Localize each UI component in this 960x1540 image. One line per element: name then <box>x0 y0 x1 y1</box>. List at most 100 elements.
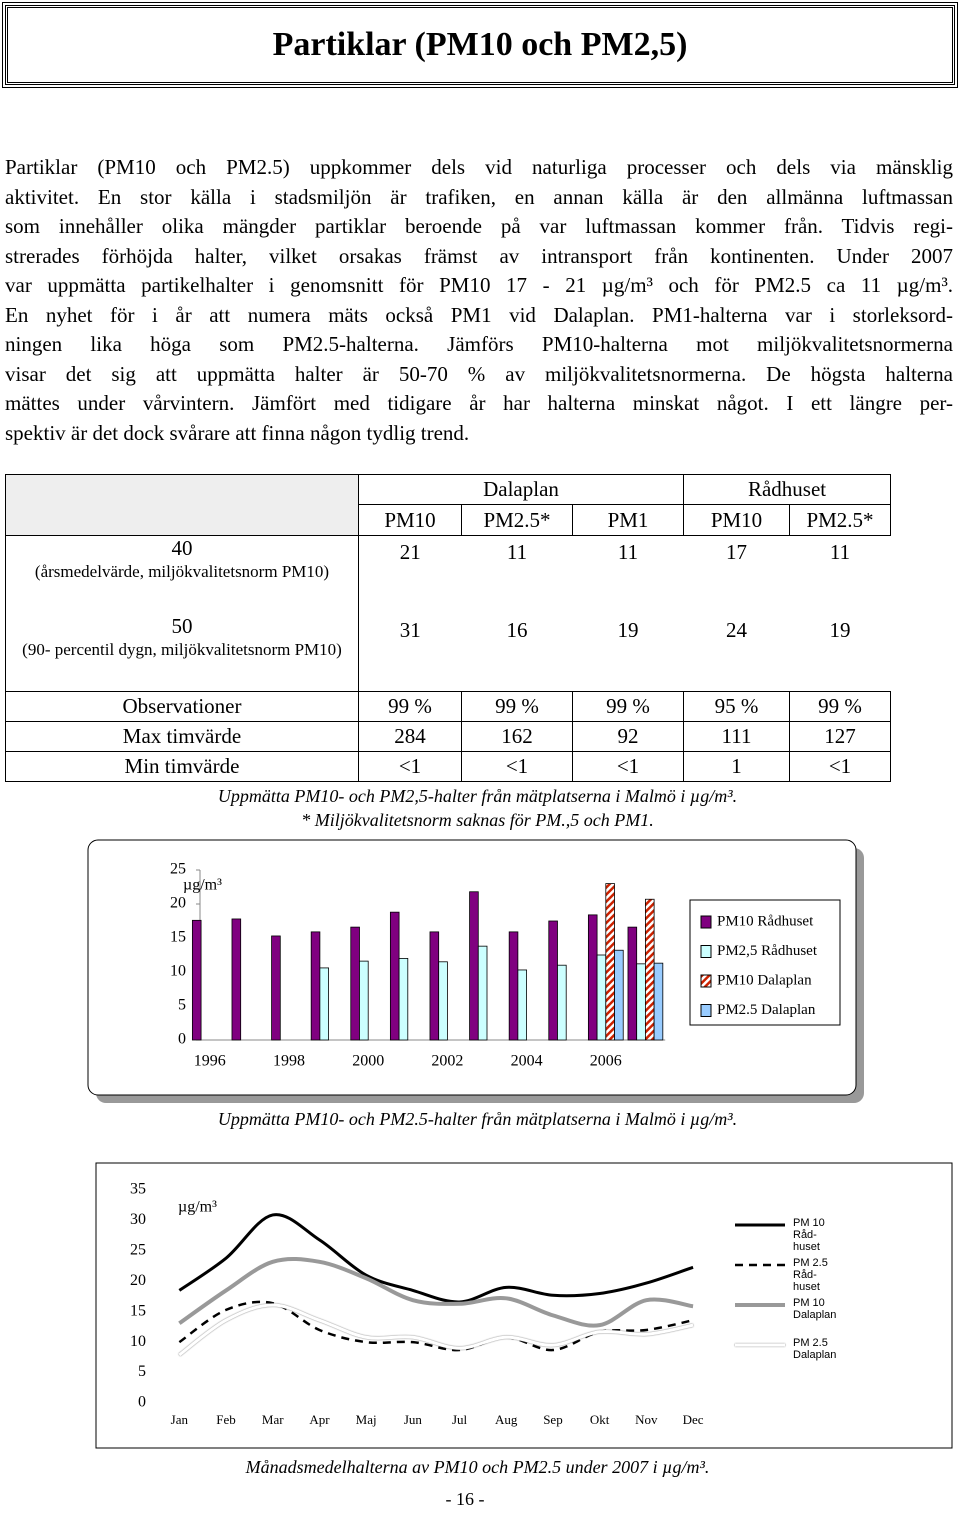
bar <box>191 919 202 1041</box>
cell: 21 <box>399 540 421 564</box>
x-tick-label: Jul <box>452 1412 468 1427</box>
x-tick-label: 1998 <box>273 1053 305 1070</box>
legend-swatch <box>700 945 712 958</box>
cell: <1 <box>358 751 462 782</box>
text-line: En nyhet för i år att numera mäts också … <box>5 302 953 327</box>
y-tick-label: 10 <box>130 1333 146 1350</box>
cell: 16 <box>506 617 528 642</box>
legend-item: PM 10 Dalaplan <box>793 1297 837 1321</box>
legend-label: PM10 Dalaplan <box>717 972 812 988</box>
y-tick-label: 15 <box>130 1302 146 1319</box>
column-header: PM2.5* <box>789 504 892 536</box>
group-header: Dalaplan <box>357 474 685 505</box>
bar <box>389 911 400 1041</box>
data-table: Dalaplan Rådhuset PM10 PM2.5* PM1 PM10 PM2.5* 4… <box>5 474 892 782</box>
table-row: Max timvärde 284 162 92 111 127 <box>5 721 892 752</box>
cell: <1 <box>461 751 573 782</box>
bar <box>231 918 242 1041</box>
row-label-text: Observationer <box>122 694 242 718</box>
row-label: 50 (90- percentil dygn, miljökvalitetsnor… <box>5 613 359 692</box>
legend-label: PM2.5 Dalaplan <box>717 1002 816 1018</box>
bar <box>587 914 598 1041</box>
legend-label: PM 2.5 Dalaplan <box>793 1337 837 1361</box>
bar <box>398 958 409 1041</box>
cell: 11 <box>829 540 851 564</box>
paragraph: Partiklar (PM10 och PM2.5) uppkommer del… <box>5 153 953 448</box>
page-number: - 16 - <box>445 1489 485 1509</box>
bar <box>359 960 369 1041</box>
column-header: PM1 <box>571 504 685 536</box>
legend-item: PM 10 Råd- huset <box>793 1217 825 1253</box>
x-tick-label: 1996 <box>194 1053 226 1070</box>
text-line: Partiklar (PM10 och PM2.5) uppkommer del… <box>5 155 953 179</box>
legend-item: PM 2.5 Dalaplan <box>793 1337 837 1361</box>
chart-caption: Uppmätta PM10- och PM2.5-halter från mät… <box>217 1109 738 1129</box>
y-tick-label: 0 <box>178 1031 186 1048</box>
title: Partiklar (PM10 och PM2,5) <box>2 2 958 88</box>
legend-swatch <box>700 1004 712 1017</box>
row-label: Min timvärde <box>5 751 359 782</box>
y-tick-label: 0 <box>138 1394 146 1411</box>
x-tick-label: 2006 <box>590 1053 622 1070</box>
y-tick-label: 10 <box>170 963 186 980</box>
y-tick-label: 30 <box>130 1211 146 1228</box>
y-tick-label: 20 <box>130 1272 146 1289</box>
bar <box>271 935 281 1041</box>
x-tick-label: Aug <box>495 1412 518 1427</box>
bar <box>627 926 638 1041</box>
x-tick-label: Dec <box>683 1412 704 1427</box>
header-row: Dalaplan Rådhuset <box>5 474 892 536</box>
cell: 99 % <box>571 691 685 722</box>
bar <box>469 891 479 1041</box>
cell: 31 <box>399 617 421 642</box>
unit-label: µg/m³ <box>178 1199 217 1216</box>
legend-swatch <box>700 974 712 988</box>
header-row: PM10 PM2.5* PM1 PM10 PM2.5* <box>6 504 892 536</box>
y-tick-label: 20 <box>170 895 186 912</box>
text-line: aktivitet. En stor källa i stadsmiljön ä… <box>5 184 953 209</box>
row-label-text: 40 <box>171 536 193 560</box>
legend-swatch <box>700 915 712 929</box>
cell: 11 <box>617 540 639 564</box>
bar <box>310 931 321 1041</box>
bar <box>517 969 528 1041</box>
cell: 111 <box>683 721 791 752</box>
legend-item: PM 2.5 Råd- huset <box>793 1257 828 1293</box>
bar <box>557 964 567 1041</box>
row-note: (90- percentil dygn, miljökvalitetsnorm … <box>22 639 342 659</box>
line-series <box>178 1256 694 1328</box>
bar <box>653 962 664 1041</box>
bar <box>614 949 624 1041</box>
table-row: 40 (årsmedelvärde, miljökvalitetsnorm PM1… <box>5 535 891 614</box>
legend-label: PM 10 Dalaplan <box>793 1297 837 1321</box>
y-tick-label: 5 <box>178 997 186 1014</box>
cell: 127 <box>789 721 892 752</box>
legend-label: PM 10 Råd- huset <box>793 1217 825 1253</box>
bar <box>508 931 519 1041</box>
y-tick-label: 15 <box>170 929 186 946</box>
cell: 24 <box>726 617 748 642</box>
legend-label: PM 2.5 Råd- huset <box>793 1257 828 1293</box>
bar <box>636 963 646 1041</box>
row-label-text: 50 <box>171 613 193 638</box>
cell: 99 % <box>461 691 573 722</box>
legend-label: PM2,5 Rådhuset <box>717 943 818 959</box>
column-header: PM2.5* <box>461 504 573 536</box>
unit-label: µg/m³ <box>183 877 222 894</box>
bar <box>319 967 330 1041</box>
cell: <1 <box>571 751 685 782</box>
x-tick-label: Feb <box>216 1412 236 1427</box>
cell: 19 <box>829 617 851 642</box>
cell: 99 % <box>789 691 892 722</box>
bar <box>350 926 360 1041</box>
y-tick-label: 35 <box>130 1181 146 1198</box>
text-line: strerades förhöjda halter, vilket orsaka… <box>5 243 953 268</box>
bar <box>596 954 607 1041</box>
text-line: visar det sig att uppmätta halter är 50-… <box>5 361 953 386</box>
row-note: (årsmedelvärde, miljökvalitetsnorm PM10) <box>34 562 330 581</box>
x-tick-label: Nov <box>635 1412 658 1427</box>
x-tick-label: Maj <box>356 1412 377 1427</box>
bar <box>438 961 448 1041</box>
